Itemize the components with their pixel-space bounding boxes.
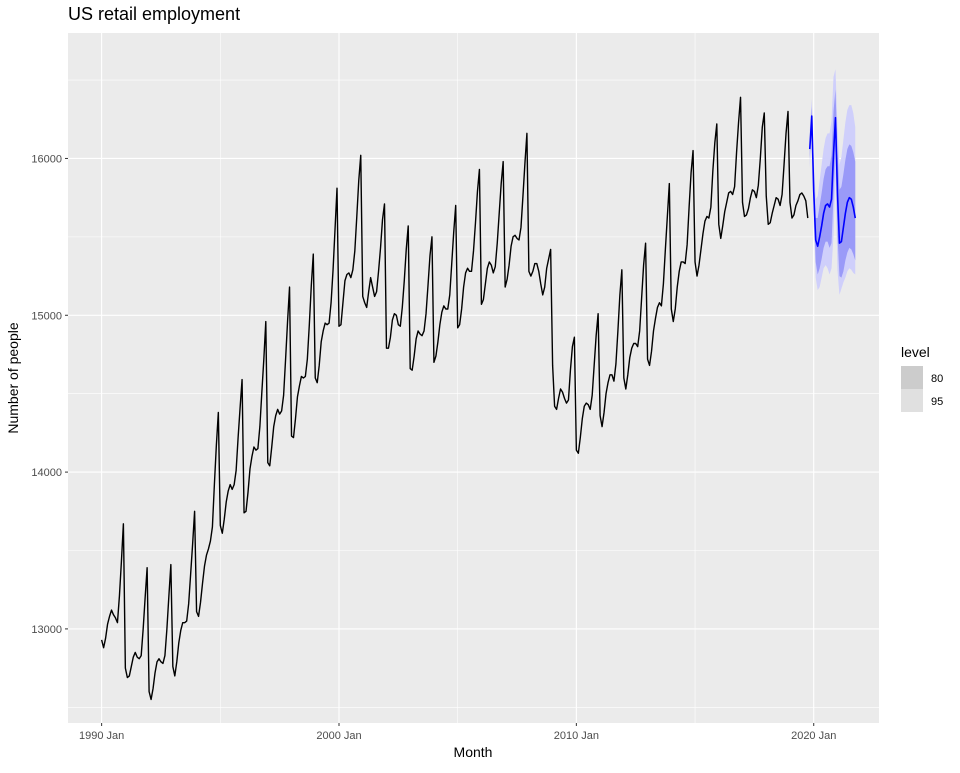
legend-key-80 <box>901 366 923 389</box>
legend-label-95: 95 <box>931 396 943 408</box>
history-line <box>100 96 809 701</box>
grid-minor <box>68 33 879 723</box>
x-axis-title: Month <box>454 744 493 760</box>
y-tick-label: 13000 <box>31 624 62 636</box>
x-tick-label: 2010 Jan <box>554 730 599 742</box>
y-axis-title: Number of people <box>5 322 21 434</box>
x-tick-label: 1990 Jan <box>79 730 124 742</box>
plot-panel <box>68 33 879 723</box>
legend-label-80: 80 <box>931 373 943 385</box>
axis-ticks <box>65 157 815 726</box>
y-tick-label: 16000 <box>31 153 62 165</box>
y-tick-label: 14000 <box>31 467 62 479</box>
grid-major <box>68 33 879 723</box>
series-lines <box>100 96 857 701</box>
y-tick-label: 15000 <box>31 310 62 322</box>
forecast-line <box>808 115 857 248</box>
legend-key-95 <box>901 389 923 412</box>
tick-labels: 13000 14000 15000 16000 1990 Jan 2000 Jan 2010… <box>31 153 836 742</box>
chart-title: US retail employment <box>68 4 240 24</box>
x-tick-label: 2000 Jan <box>316 730 361 742</box>
legend: level 80 95 <box>901 344 943 412</box>
legend-title: level <box>901 344 930 360</box>
x-tick-label: 2020 Jan <box>791 730 836 742</box>
